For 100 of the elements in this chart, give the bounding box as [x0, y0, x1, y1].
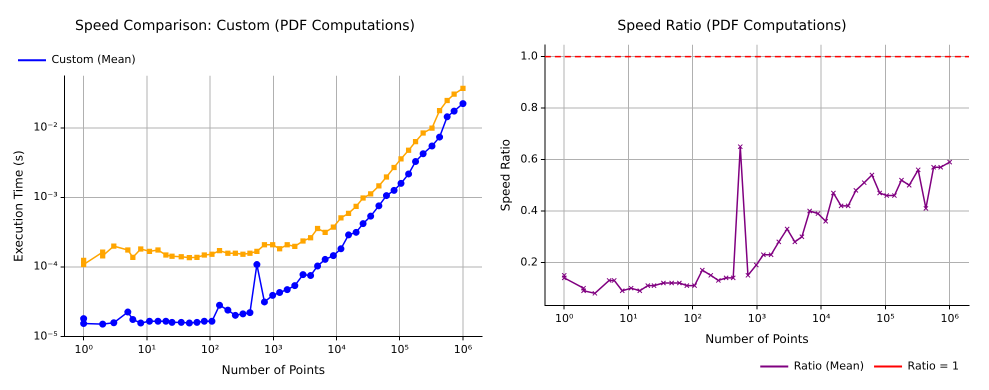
point — [384, 174, 390, 180]
x-axis-title: Number of Points — [705, 332, 809, 346]
point — [260, 298, 268, 306]
point — [354, 204, 359, 210]
point — [406, 148, 412, 153]
y-tick-label: 1.0 — [520, 49, 538, 62]
x-tick-label: 10⁶ — [454, 342, 473, 356]
point — [637, 288, 642, 294]
point — [892, 192, 898, 198]
point — [308, 235, 314, 240]
y-tick-label: 10⁻² — [33, 120, 58, 134]
point — [412, 139, 418, 144]
point — [232, 312, 239, 319]
point — [253, 261, 260, 268]
point — [420, 150, 427, 158]
point — [898, 177, 904, 183]
legend-label: Ratio (Mean) — [794, 359, 864, 372]
point — [208, 318, 216, 325]
point — [754, 262, 759, 268]
point — [209, 252, 215, 257]
point — [846, 203, 851, 208]
point — [338, 215, 344, 221]
point — [155, 247, 161, 253]
point — [684, 282, 690, 288]
point — [451, 92, 457, 97]
point — [398, 180, 405, 187]
point — [202, 252, 207, 258]
point — [163, 252, 169, 258]
point — [606, 278, 612, 284]
point — [628, 286, 634, 291]
point — [916, 167, 921, 172]
point — [716, 278, 722, 284]
point — [337, 245, 344, 252]
point — [390, 186, 398, 194]
point — [738, 144, 743, 150]
chart-title: Speed Comparison: Custom (PDF Computations) — [75, 18, 415, 34]
point — [708, 272, 714, 278]
point — [262, 242, 268, 248]
x-axis-title: Number of Points — [222, 362, 326, 377]
point — [877, 190, 882, 196]
point — [768, 252, 774, 258]
point — [669, 280, 674, 286]
point — [284, 286, 291, 294]
point — [240, 252, 246, 257]
x-tick-label: 10⁰ — [74, 342, 94, 356]
point — [216, 302, 224, 309]
point — [322, 256, 329, 263]
point — [906, 182, 912, 188]
point — [330, 224, 336, 230]
point — [382, 192, 390, 200]
point — [660, 280, 666, 286]
chart-title: Speed Ratio (PDF Computations) — [617, 18, 847, 34]
x-tick-label: 10⁴ — [327, 342, 346, 356]
x-tick-label: 10³ — [264, 342, 283, 356]
point — [450, 108, 458, 115]
point — [162, 318, 170, 325]
point — [884, 192, 890, 198]
point — [291, 282, 298, 290]
point — [284, 242, 290, 248]
y-tick-label: 0.2 — [520, 255, 538, 268]
point — [186, 254, 192, 260]
point — [200, 318, 208, 325]
x-tick-label: 10¹ — [619, 312, 638, 325]
point — [784, 226, 790, 232]
point — [947, 159, 952, 165]
legend-label: Custom (Mean) — [52, 53, 136, 66]
x-tick-label: 10³ — [748, 312, 766, 325]
point — [375, 202, 382, 210]
point — [277, 246, 282, 252]
point — [792, 239, 798, 244]
point — [360, 220, 367, 228]
point — [352, 228, 360, 236]
point — [125, 247, 130, 253]
point — [923, 206, 929, 212]
point — [270, 242, 276, 248]
y-axis-title: Execution Time (s) — [11, 150, 26, 262]
point — [436, 108, 442, 114]
point — [838, 203, 844, 208]
point — [225, 250, 230, 256]
legend-label: Ratio = 1 — [908, 359, 960, 372]
point — [307, 272, 314, 280]
x-tick-label: 10² — [200, 342, 220, 356]
point — [178, 318, 185, 326]
point — [429, 125, 435, 131]
point — [239, 310, 246, 318]
point — [459, 100, 466, 108]
point — [232, 250, 238, 256]
point — [930, 164, 936, 170]
point — [345, 231, 352, 238]
point — [444, 98, 450, 104]
y-axis-title: Speed Ratio — [498, 138, 512, 212]
point — [700, 268, 705, 273]
point — [676, 280, 682, 286]
point — [723, 275, 729, 280]
point — [322, 230, 328, 235]
x-tick-label: 10¹ — [138, 342, 156, 356]
point — [300, 238, 306, 244]
point — [405, 170, 412, 178]
point — [178, 254, 184, 260]
point — [193, 318, 200, 326]
